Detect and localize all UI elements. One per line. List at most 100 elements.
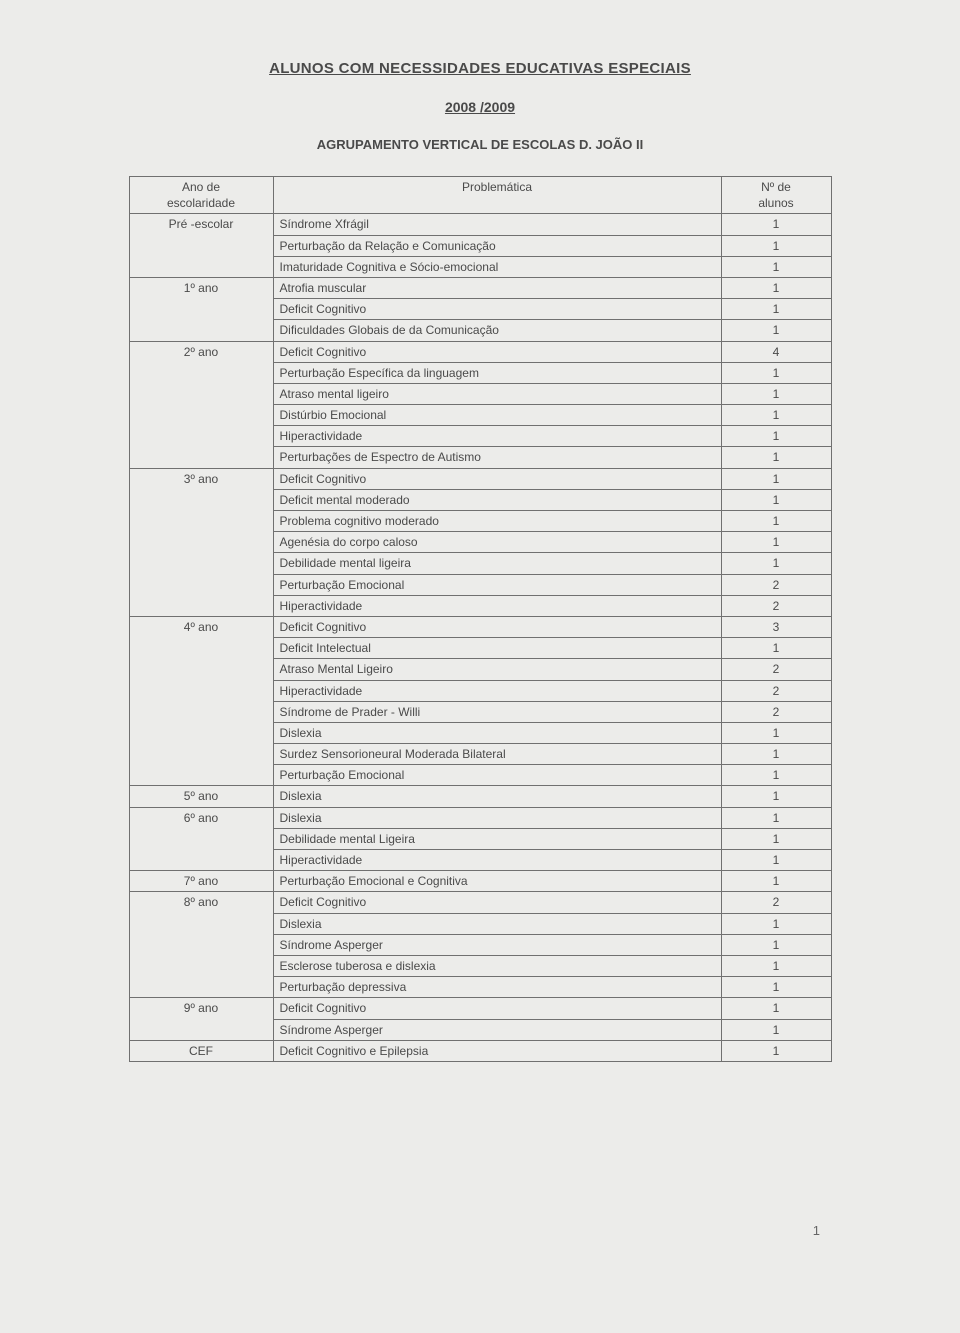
- grade-cell: 6º ano: [129, 807, 273, 871]
- count-cell: 2: [721, 680, 831, 701]
- grade-cell: 8º ano: [129, 892, 273, 998]
- count-cell: 1: [721, 913, 831, 934]
- count-cell: 1: [721, 426, 831, 447]
- count-cell: 1: [721, 468, 831, 489]
- problem-cell: Surdez Sensorioneural Moderada Bilateral: [273, 744, 721, 765]
- grade-cell: 1º ano: [129, 277, 273, 341]
- problem-cell: Imaturidade Cognitiva e Sócio-emocional: [273, 256, 721, 277]
- problem-cell: Perturbação da Relação e Comunicação: [273, 235, 721, 256]
- table-row: 7º anoPerturbação Emocional e Cognitiva1: [129, 871, 831, 892]
- document-title: ALUNOS COM NECESSIDADES EDUCATIVAS ESPEC…: [0, 60, 960, 77]
- table-row: 8º anoDeficit Cognitivo2: [129, 892, 831, 913]
- problem-cell: Deficit Cognitivo: [273, 616, 721, 637]
- problem-cell: Síndrome Xfrágil: [273, 214, 721, 235]
- count-cell: 2: [721, 595, 831, 616]
- count-cell: 1: [721, 489, 831, 510]
- problem-cell: Hiperactividade: [273, 426, 721, 447]
- count-cell: 1: [721, 955, 831, 976]
- problem-cell: Distúrbio Emocional: [273, 405, 721, 426]
- problem-cell: Deficit Cognitivo: [273, 892, 721, 913]
- count-cell: 1: [721, 786, 831, 807]
- col-header-problem: Problemática: [273, 177, 721, 214]
- problem-cell: Perturbação Emocional: [273, 765, 721, 786]
- count-cell: 1: [721, 744, 831, 765]
- count-cell: 3: [721, 616, 831, 637]
- table-body: Pré -escolarSíndrome Xfrágil1Perturbação…: [129, 214, 831, 1062]
- table-row: 2º anoDeficit Cognitivo4: [129, 341, 831, 362]
- problem-cell: Perturbação Emocional: [273, 574, 721, 595]
- problem-cell: Debilidade mental ligeira: [273, 553, 721, 574]
- document-year: 2008 /2009: [0, 99, 960, 115]
- count-cell: 1: [721, 638, 831, 659]
- table-head: Ano de escolaridade Problemática Nº de a…: [129, 177, 831, 214]
- problem-cell: Dificuldades Globais de da Comunicação: [273, 320, 721, 341]
- table-row: 9º anoDeficit Cognitivo1: [129, 998, 831, 1019]
- count-cell: 1: [721, 977, 831, 998]
- col-header-grade-line1: Ano de: [182, 180, 220, 194]
- table-row: 3º anoDeficit Cognitivo1: [129, 468, 831, 489]
- problem-cell: Perturbação Específica da linguagem: [273, 362, 721, 383]
- table-row: 5º anoDislexia1: [129, 786, 831, 807]
- count-cell: 1: [721, 934, 831, 955]
- count-cell: 1: [721, 765, 831, 786]
- count-cell: 1: [721, 722, 831, 743]
- problem-cell: Síndrome Asperger: [273, 1019, 721, 1040]
- count-cell: 1: [721, 362, 831, 383]
- problem-cell: Hiperactividade: [273, 850, 721, 871]
- problem-cell: Dislexia: [273, 786, 721, 807]
- problem-cell: Deficit Cognitivo: [273, 998, 721, 1019]
- table-row: 1º anoAtrofia muscular1: [129, 277, 831, 298]
- problem-cell: Perturbação depressiva: [273, 977, 721, 998]
- problem-cell: Perturbações de Espectro de Autismo: [273, 447, 721, 468]
- problem-cell: Deficit Cognitivo: [273, 341, 721, 362]
- table-row: 6º anoDislexia1: [129, 807, 831, 828]
- count-cell: 1: [721, 850, 831, 871]
- problem-cell: Dislexia: [273, 913, 721, 934]
- count-cell: 1: [721, 532, 831, 553]
- problem-cell: Agenésia do corpo caloso: [273, 532, 721, 553]
- problem-cell: Problema cognitivo moderado: [273, 511, 721, 532]
- grade-cell: 4º ano: [129, 616, 273, 786]
- problem-cell: Síndrome Asperger: [273, 934, 721, 955]
- problem-cell: Deficit mental moderado: [273, 489, 721, 510]
- col-header-grade: Ano de escolaridade: [129, 177, 273, 214]
- count-cell: 2: [721, 892, 831, 913]
- col-header-count-line1: Nº de: [761, 180, 791, 194]
- problem-cell: Atraso mental ligeiro: [273, 383, 721, 404]
- needs-table: Ano de escolaridade Problemática Nº de a…: [129, 176, 832, 1062]
- count-cell: 4: [721, 341, 831, 362]
- table-row: CEFDeficit Cognitivo e Epilepsia1: [129, 1040, 831, 1061]
- count-cell: 1: [721, 277, 831, 298]
- problem-cell: Atraso Mental Ligeiro: [273, 659, 721, 680]
- count-cell: 1: [721, 405, 831, 426]
- grade-cell: 7º ano: [129, 871, 273, 892]
- count-cell: 1: [721, 871, 831, 892]
- count-cell: 1: [721, 998, 831, 1019]
- problem-cell: Deficit Cognitivo: [273, 299, 721, 320]
- grade-cell: 3º ano: [129, 468, 273, 616]
- count-cell: 2: [721, 659, 831, 680]
- count-cell: 1: [721, 553, 831, 574]
- grade-cell: 9º ano: [129, 998, 273, 1040]
- problem-cell: Hiperactividade: [273, 595, 721, 616]
- col-header-grade-line2: escolaridade: [167, 196, 235, 210]
- table-row: 4º anoDeficit Cognitivo3: [129, 616, 831, 637]
- problem-cell: Hiperactividade: [273, 680, 721, 701]
- count-cell: 1: [721, 447, 831, 468]
- count-cell: 2: [721, 574, 831, 595]
- count-cell: 1: [721, 235, 831, 256]
- problem-cell: Dislexia: [273, 722, 721, 743]
- count-cell: 1: [721, 383, 831, 404]
- problem-cell: Dislexia: [273, 807, 721, 828]
- problem-cell: Deficit Intelectual: [273, 638, 721, 659]
- grade-cell: 2º ano: [129, 341, 273, 468]
- problem-cell: Perturbação Emocional e Cognitiva: [273, 871, 721, 892]
- count-cell: 1: [721, 320, 831, 341]
- document-subtitle: AGRUPAMENTO VERTICAL DE ESCOLAS D. JOÃO …: [0, 137, 960, 152]
- table-row: Pré -escolarSíndrome Xfrágil1: [129, 214, 831, 235]
- col-header-problem-line1: Problemática: [462, 180, 532, 194]
- count-cell: 1: [721, 299, 831, 320]
- problem-cell: Deficit Cognitivo e Epilepsia: [273, 1040, 721, 1061]
- document-page: ALUNOS COM NECESSIDADES EDUCATIVAS ESPEC…: [0, 0, 960, 1333]
- count-cell: 2: [721, 701, 831, 722]
